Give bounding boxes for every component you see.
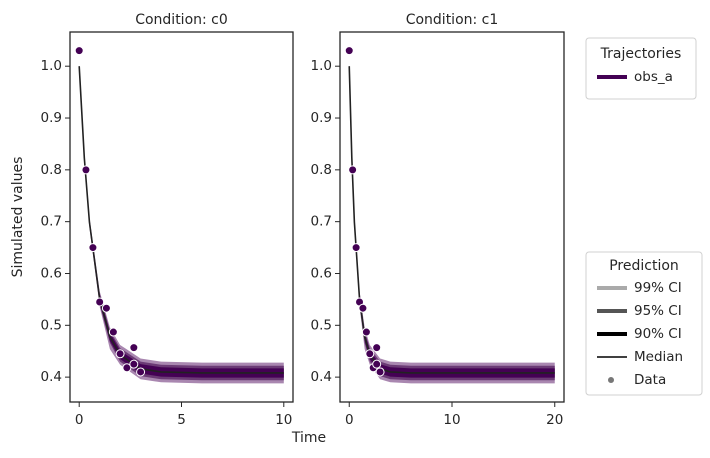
y-axis-label: Simulated values <box>10 157 26 278</box>
legend-label: Data <box>634 372 666 388</box>
legend-box <box>585 37 697 100</box>
data-point <box>74 46 84 56</box>
x-axis-label: Time <box>291 430 326 446</box>
data-point <box>344 46 354 56</box>
legend-label: 90% CI <box>634 326 682 342</box>
ci-band <box>349 66 555 384</box>
y-tick-label: 0.6 <box>311 265 332 281</box>
axes-frame <box>69 31 294 403</box>
legend-label: 99% CI <box>634 280 682 296</box>
data-point <box>372 343 382 353</box>
y-tick-label: 0.7 <box>41 214 62 230</box>
data-point <box>95 297 105 307</box>
y-tick-label: 0.7 <box>311 214 332 230</box>
legend-label: 95% CI <box>634 303 682 319</box>
x-tick-label: 0 <box>345 412 354 428</box>
y-tick-label: 0.9 <box>41 110 62 126</box>
median-line <box>78 66 284 374</box>
data-point <box>375 367 385 377</box>
median-line <box>348 66 555 374</box>
data-point <box>81 165 91 175</box>
data-point <box>129 359 139 369</box>
data-point <box>108 327 118 337</box>
data-point <box>129 343 139 353</box>
x-tick-label: 0 <box>75 412 84 428</box>
y-tick-label: 0.8 <box>41 162 62 178</box>
x-tick-label: 5 <box>177 412 186 428</box>
x-tick-label: 10 <box>443 412 460 428</box>
y-tick-label: 0.9 <box>311 110 332 126</box>
data-point <box>88 243 98 253</box>
legend-title: Trajectories <box>600 46 682 62</box>
data-point <box>351 243 361 253</box>
x-tick-label: 20 <box>546 412 563 428</box>
data-point <box>122 363 132 373</box>
y-tick-label: 0.4 <box>311 369 332 385</box>
data-point <box>365 349 375 359</box>
y-tick-label: 0.5 <box>311 317 332 333</box>
y-tick-label: 0.5 <box>41 317 62 333</box>
data-point <box>361 327 371 337</box>
y-tick-label: 0.4 <box>41 369 62 385</box>
data-point <box>136 367 146 377</box>
legend-marker <box>608 377 614 383</box>
data-point <box>101 303 111 313</box>
chart-title: Condition: c0 <box>135 12 228 28</box>
y-tick-label: 0.6 <box>41 265 62 281</box>
y-tick-label: 1.0 <box>41 58 62 74</box>
legend-label: obs_a <box>634 69 673 85</box>
ci-band <box>349 66 555 381</box>
x-tick-label: 10 <box>275 412 292 428</box>
legend-title: Prediction <box>609 258 679 274</box>
y-tick-label: 0.8 <box>311 162 332 178</box>
data-point <box>115 349 125 359</box>
chart-title: Condition: c1 <box>406 12 499 28</box>
legend-label: Median <box>634 349 683 365</box>
ci-band <box>349 66 555 378</box>
data-point <box>358 303 368 313</box>
data-point <box>372 359 382 369</box>
data-point <box>348 165 358 175</box>
y-tick-label: 1.0 <box>311 58 332 74</box>
